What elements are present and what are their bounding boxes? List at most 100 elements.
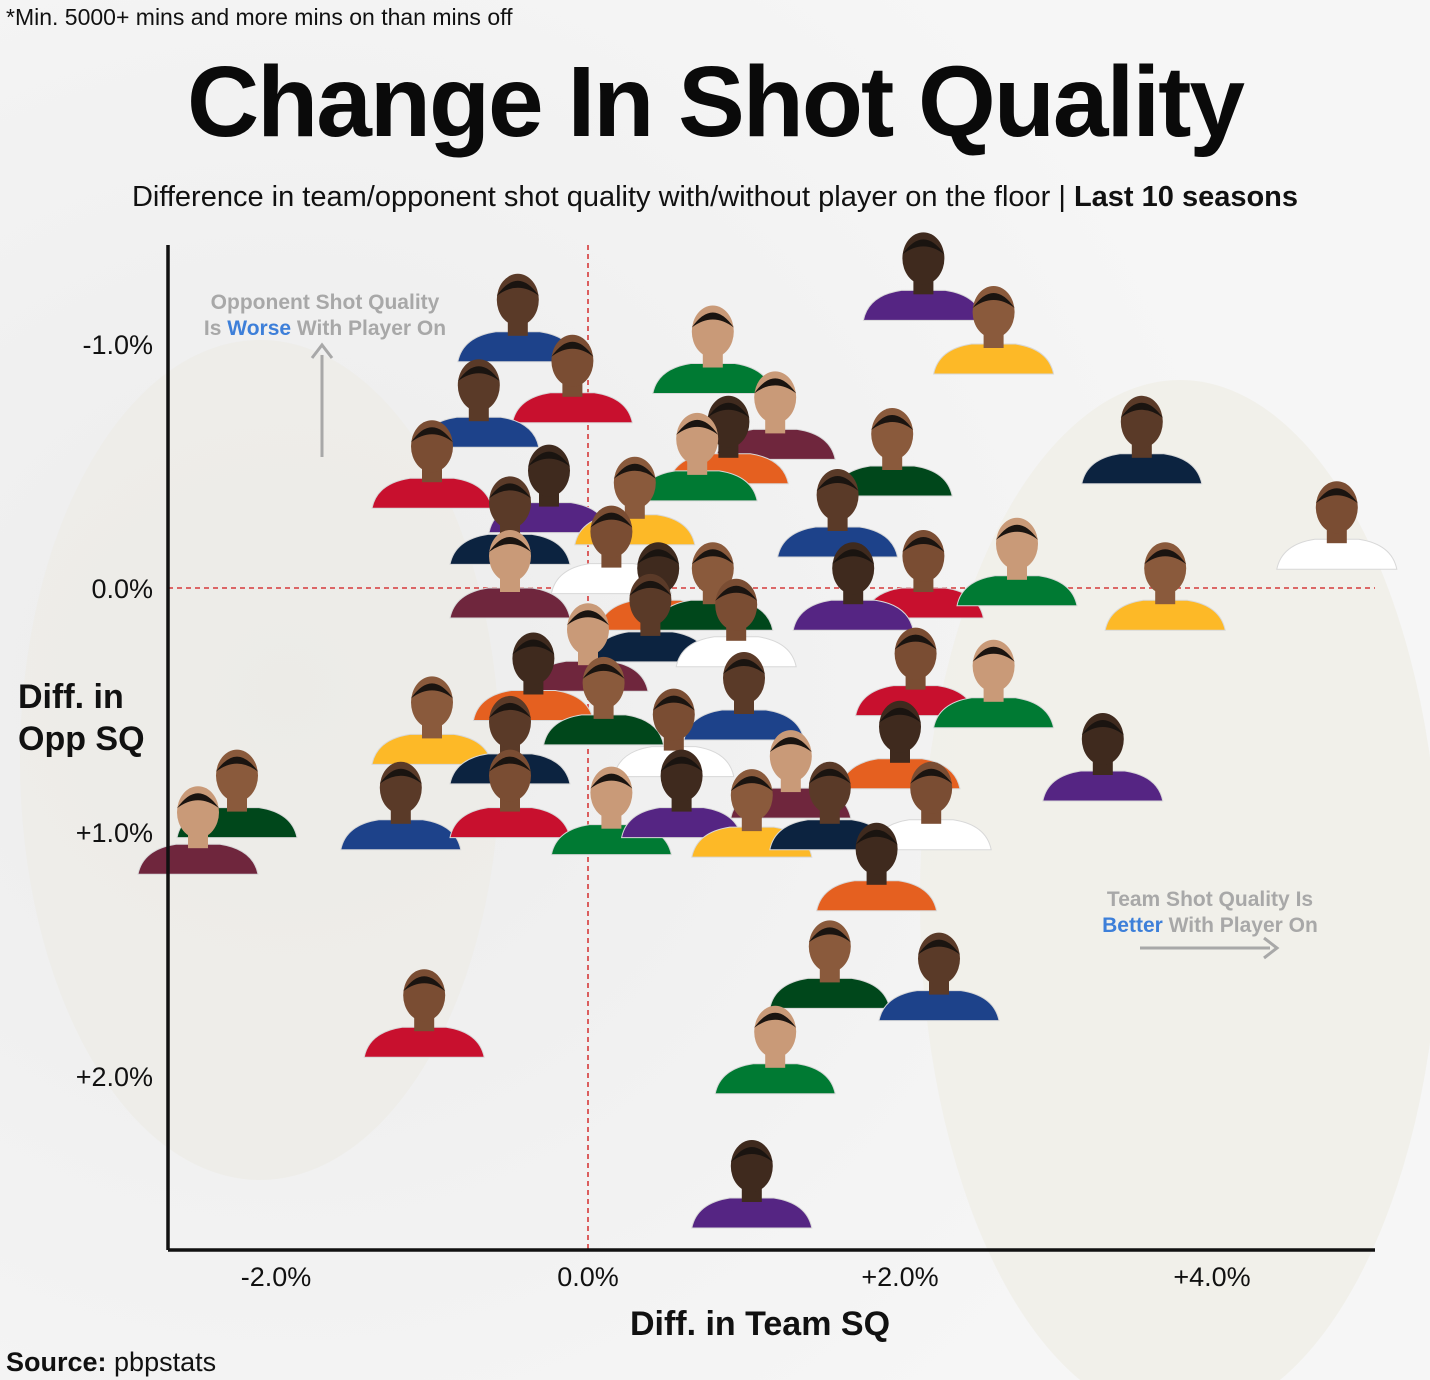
annotation-team-post: With Player On (1162, 914, 1318, 937)
player-hair (216, 756, 258, 772)
player-jersey (932, 697, 1055, 729)
player-jersey (449, 587, 571, 619)
player-point (511, 334, 634, 424)
player-hair (902, 239, 945, 255)
player-point (371, 676, 493, 765)
y-axis-label: Diff. in Opp SQ (18, 676, 145, 760)
y-axis-label-line1: Diff. in (18, 678, 124, 716)
player-point (1042, 713, 1164, 802)
player-hair (489, 537, 531, 552)
player-point (932, 639, 1055, 729)
player-jersey (652, 363, 774, 395)
player-point (589, 573, 712, 663)
player-hair (528, 451, 570, 467)
player-jersey (769, 977, 891, 1009)
player-hair (489, 483, 531, 499)
player-jersey (956, 575, 1078, 607)
player-jersey (1042, 770, 1164, 802)
player-hair (1315, 488, 1358, 504)
player-hair (582, 663, 625, 679)
player-hair (754, 378, 797, 394)
player-jersey (675, 636, 797, 668)
player-jersey (371, 477, 493, 509)
player-point (831, 408, 953, 497)
player-hair (871, 415, 914, 430)
arrow-up-head-icon (310, 342, 334, 359)
player-hair (676, 419, 719, 435)
player-hair (652, 695, 695, 711)
player-point (652, 305, 774, 395)
chart-title: Change In Shot Quality (186, 46, 1245, 158)
player-jersey (862, 289, 985, 321)
player-hair (613, 463, 656, 479)
player-hair (590, 773, 633, 789)
x-tick-label: -2.0% (241, 1262, 312, 1292)
player-jersey (1104, 599, 1226, 631)
player-hair (707, 402, 750, 418)
player-hair (832, 549, 875, 565)
player-hair (730, 1147, 773, 1162)
player-hair (816, 476, 859, 491)
player-hair (996, 524, 1038, 540)
annotation-team-line1: Team Shot Quality Is (1106, 888, 1314, 911)
player-hair (754, 1012, 797, 1028)
player-jersey (449, 807, 571, 839)
source-note: Source: pbpstats (6, 1347, 217, 1377)
player-hair (489, 756, 531, 772)
player-jersey (1081, 453, 1203, 485)
annotation-team: Team Shot Quality Is Better With Player … (1070, 887, 1350, 939)
player-jersey (714, 1063, 836, 1095)
player-jersey (363, 1026, 485, 1058)
player-hair (855, 829, 898, 845)
player-point (691, 1140, 813, 1229)
player-point (1276, 481, 1398, 570)
player-point (371, 420, 493, 509)
player-point (340, 761, 462, 851)
player-point (1081, 395, 1203, 485)
x-tick-label: +2.0% (861, 1262, 938, 1292)
player-hair (567, 610, 609, 626)
player-hair (629, 580, 672, 596)
player-hair (411, 683, 453, 699)
player-hair (910, 768, 953, 784)
player-hair (489, 702, 531, 718)
y-tick-label: +1.0% (76, 818, 153, 848)
player-jersey (511, 392, 634, 424)
player-point (1104, 542, 1226, 631)
player-point (769, 920, 891, 1009)
x-tick-label: 0.0% (557, 1262, 619, 1292)
player-hair (411, 427, 453, 443)
player-hair (691, 549, 734, 565)
player-hair (691, 312, 734, 328)
x-axis-label: Diff. in Team SQ (629, 1305, 891, 1343)
player-hair (879, 707, 921, 723)
y-axis-label-line2: Opp SQ (18, 720, 145, 758)
subtitle-text: Difference in team/opponent shot quality… (131, 181, 1066, 213)
player-point (862, 232, 985, 321)
subtitle-bold: Last 10 seasons (1073, 181, 1299, 213)
player-point (956, 517, 1078, 607)
player-hair (177, 793, 219, 809)
player-point (932, 286, 1055, 375)
player-hair (590, 512, 633, 528)
player-point (714, 1005, 836, 1095)
player-point (636, 412, 758, 502)
annotation-opponent: Opponent Shot Quality Is Worse With Play… (180, 290, 470, 342)
player-hair (496, 280, 539, 296)
player-jersey (542, 714, 665, 746)
player-point (449, 749, 571, 839)
player-hair (894, 634, 937, 650)
player-hair (637, 549, 680, 565)
player-hair (808, 927, 851, 943)
annotation-opponent-line1: Opponent Shot Quality (210, 291, 440, 314)
annotation-opponent-line2: Is Worse With Player On (180, 316, 470, 342)
player-point (363, 969, 485, 1058)
player-hair (1120, 402, 1163, 418)
player-jersey (932, 343, 1055, 375)
player-point (878, 932, 1000, 1022)
player-hair (769, 737, 812, 753)
player-hair (512, 639, 555, 655)
player-jersey (792, 599, 914, 631)
